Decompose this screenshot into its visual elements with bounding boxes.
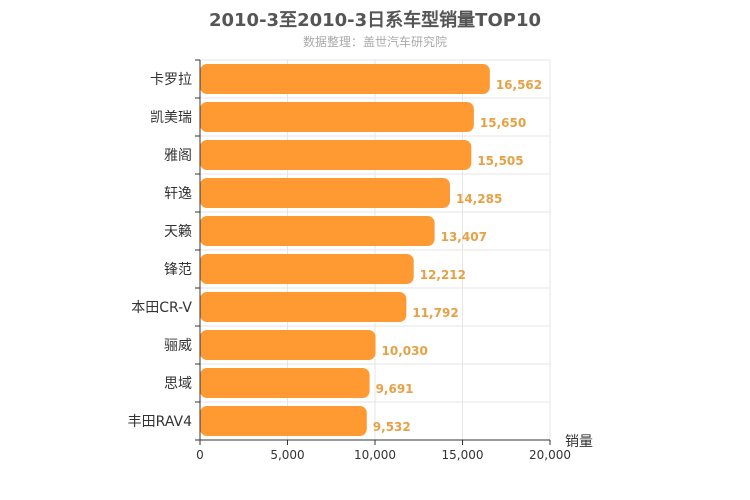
- x-tick-label: 15,000: [442, 448, 484, 462]
- bar: [200, 64, 490, 94]
- category-label: 锋范: [164, 261, 192, 278]
- category-label: 卡罗拉: [150, 72, 192, 88]
- chart-subtitle: 数据整理：盖世汽车研究院: [302, 35, 447, 49]
- chart-title: 2010-3至2010-3日系车型销量TOP10: [208, 10, 541, 31]
- data-label: 13,407: [441, 230, 487, 244]
- category-label: 天籁: [164, 224, 192, 240]
- axes: [195, 59, 551, 445]
- data-label: 14,285: [456, 192, 502, 206]
- bar: [200, 368, 370, 398]
- x-axis-title: 销量: [565, 434, 593, 450]
- data-label: 9,691: [376, 382, 414, 396]
- data-label: 15,505: [477, 154, 523, 168]
- category-label: 丰田RAV4: [128, 414, 192, 430]
- data-label: 15,650: [480, 116, 526, 130]
- bars: [200, 64, 490, 436]
- grid-lines: [199, 59, 551, 441]
- bar: [200, 178, 450, 208]
- labels: 16,562 卡罗拉 15,650 凯美瑞 15,505 雅阁 14,285 轩逸 13,407…: [128, 72, 593, 462]
- category-label: 轩逸: [164, 186, 192, 202]
- bar: [200, 292, 407, 322]
- x-tick-label: 20,000: [529, 448, 571, 462]
- data-label: 11,792: [412, 306, 458, 320]
- bar: [200, 330, 376, 360]
- x-tick-label: 5,000: [270, 448, 304, 462]
- data-label: 16,562: [496, 78, 542, 92]
- data-label: 12,212: [420, 268, 466, 282]
- bar: [200, 406, 367, 436]
- bar: [200, 102, 474, 132]
- data-label: 10,030: [382, 344, 428, 358]
- x-tick-label: 0: [196, 448, 204, 462]
- x-tick-label: 10,000: [354, 448, 396, 462]
- data-label: 9,532: [373, 420, 411, 434]
- category-label: 雅阁: [164, 148, 192, 164]
- category-label: 骊威: [164, 338, 192, 354]
- bar: [200, 216, 435, 246]
- bar: [200, 254, 414, 284]
- category-label: 本田CR-V: [131, 300, 192, 316]
- category-label: 思域: [164, 376, 192, 392]
- category-label: 凯美瑞: [150, 110, 192, 126]
- bar: [200, 140, 472, 170]
